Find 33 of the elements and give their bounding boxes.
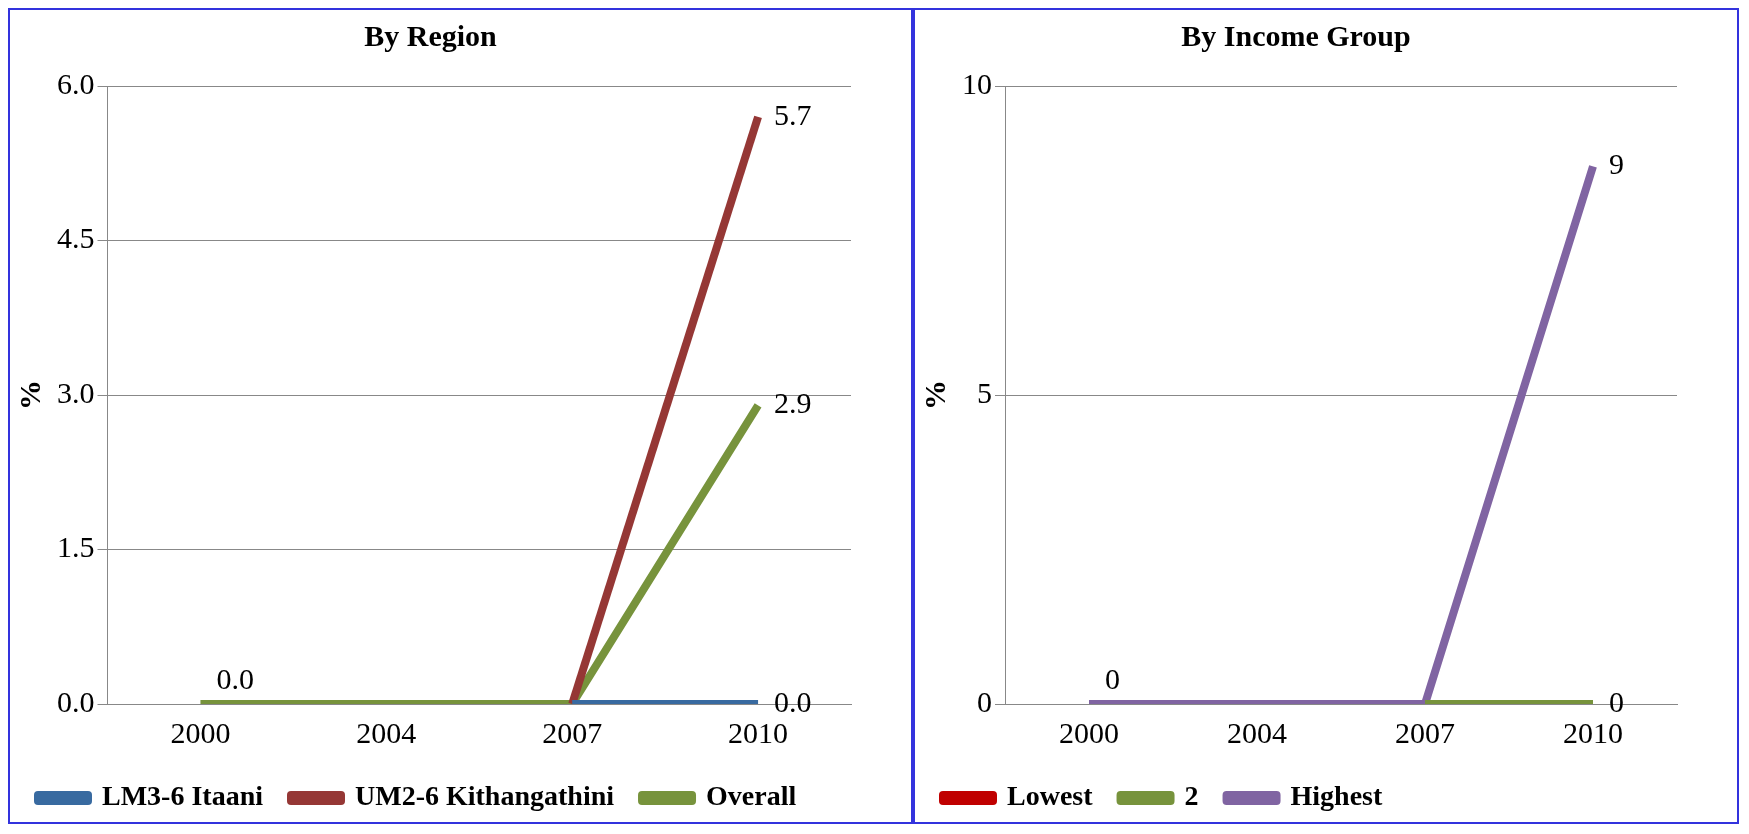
legend-label: Highest	[1290, 780, 1383, 812]
x-tick-label: 2010	[1563, 715, 1623, 749]
y-tick-label: 4.5	[57, 221, 95, 255]
legend-label: Lowest	[1007, 780, 1094, 812]
x-tick-label: 2007	[542, 715, 603, 749]
data-label: 0	[1105, 661, 1120, 695]
x-tick-label: 2004	[356, 715, 417, 749]
legend-label: UM2-6 Kithangathini	[355, 780, 615, 812]
data-label: 0.0	[774, 684, 812, 718]
legend-label: LM3-6 Itaani	[102, 780, 264, 812]
data-label: 0	[1609, 684, 1624, 718]
data-label: 2.9	[774, 386, 812, 420]
chart-title: By Income Group	[1181, 18, 1411, 52]
x-tick-label: 2004	[1227, 715, 1287, 749]
legend-label: Overall	[706, 780, 797, 812]
y-tick-label: 3.0	[57, 375, 95, 409]
y-tick-label: 6.0	[57, 66, 95, 100]
data-label: 9	[1609, 147, 1624, 181]
x-tick-label: 2010	[728, 715, 789, 749]
data-label: 0.0	[216, 661, 254, 695]
y-tick-label: 5	[977, 375, 992, 409]
data-label: 5.7	[774, 97, 812, 131]
y-tick-label: 0	[977, 684, 992, 718]
y-axis-title: %	[917, 380, 951, 410]
y-tick-label: 0.0	[57, 684, 95, 718]
y-axis-title: %	[12, 380, 46, 410]
y-tick-label: 10	[962, 66, 992, 100]
x-tick-label: 2007	[1395, 715, 1455, 749]
chart-title: By Region	[364, 18, 498, 52]
x-tick-label: 2000	[170, 715, 231, 749]
legend-label: 2	[1184, 780, 1199, 812]
x-tick-label: 2000	[1059, 715, 1119, 749]
y-tick-label: 1.5	[57, 530, 95, 564]
